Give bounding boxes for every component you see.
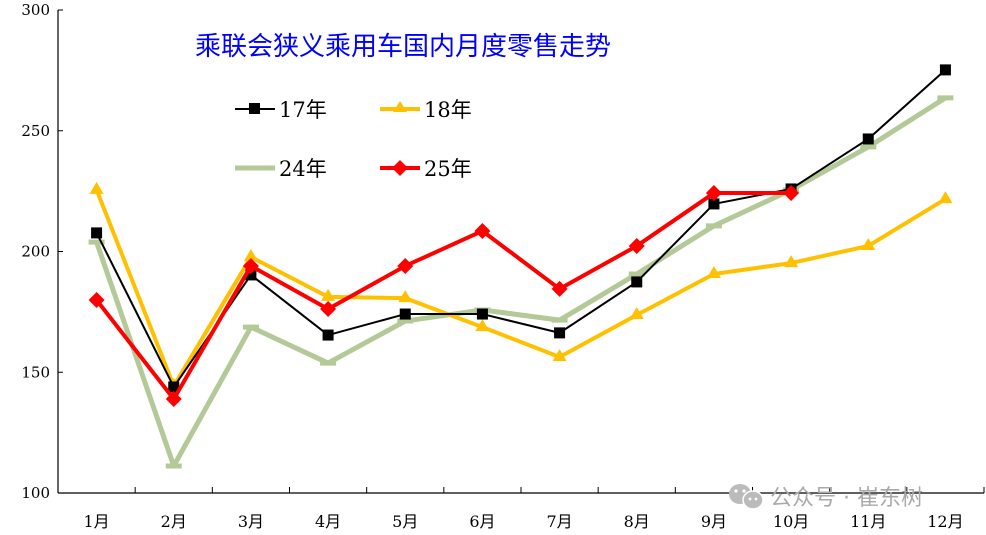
legend: 17年 18年 24年 25年 — [235, 98, 472, 181]
diamond-marker-icon — [165, 391, 182, 408]
legend-item-17: 17年 — [235, 98, 327, 122]
y-tick-label: 300 — [21, 1, 50, 19]
x-tick-label: 3月 — [238, 512, 264, 531]
legend-label: 18年 — [424, 98, 472, 122]
legend-label: 25年 — [424, 157, 472, 181]
diamond-marker-icon — [474, 222, 491, 239]
triangle-marker-icon — [89, 181, 104, 194]
wechat-icon — [729, 484, 764, 510]
x-tick-label: 6月 — [469, 512, 495, 531]
triangle-marker-icon — [938, 191, 953, 204]
square-marker-icon — [245, 269, 257, 281]
square-marker-icon — [476, 308, 488, 320]
x-axis-ticks: 1月 2月 3月 4月 5月 6月 7月 8月 9月 10月 11月 12月 — [83, 487, 985, 531]
series-17年 — [91, 64, 951, 393]
x-tick-label: 5月 — [392, 512, 418, 531]
series-25年 — [88, 185, 800, 408]
diamond-marker-icon — [392, 160, 408, 176]
square-marker-icon — [168, 381, 180, 393]
x-tick-label: 12月 — [927, 512, 963, 531]
triangle-marker-icon — [706, 265, 721, 278]
square-marker-icon — [862, 133, 874, 145]
triangle-marker-icon — [243, 249, 258, 262]
legend-label: 24年 — [279, 157, 327, 181]
y-tick-label: 100 — [21, 484, 50, 502]
triangle-marker-icon — [475, 319, 490, 332]
square-marker-icon — [631, 276, 643, 288]
x-tick-label: 8月 — [624, 512, 650, 531]
diamond-marker-icon — [551, 280, 568, 297]
square-marker-icon — [322, 329, 334, 341]
watermark: 公众号 · 崔东树 — [729, 484, 923, 511]
diamond-marker-icon — [397, 257, 414, 274]
diamond-marker-icon — [88, 292, 105, 309]
square-marker-icon — [399, 308, 411, 320]
legend-item-25: 25年 — [380, 157, 472, 181]
triangle-marker-icon — [861, 237, 876, 250]
square-marker-icon — [91, 227, 103, 239]
y-tick-label: 250 — [21, 122, 50, 140]
diamond-marker-icon — [628, 237, 645, 254]
x-tick-label: 7月 — [546, 512, 572, 531]
diamond-marker-icon — [705, 185, 722, 202]
triangle-marker-icon — [321, 288, 336, 301]
y-axis-ticks: 100 150 200 250 300 — [21, 1, 63, 502]
x-tick-label: 1月 — [83, 512, 109, 531]
x-tick-label: 9月 — [701, 512, 727, 531]
watermark-text: 公众号 · 崔东树 — [770, 486, 923, 511]
triangle-marker-icon — [398, 290, 413, 303]
series-lines — [88, 64, 954, 469]
square-marker-icon — [249, 103, 260, 114]
square-marker-icon — [708, 198, 720, 210]
diamond-marker-icon — [320, 300, 337, 317]
triangle-marker-icon — [629, 307, 644, 320]
x-tick-label: 10月 — [773, 512, 809, 531]
square-marker-icon — [554, 327, 566, 339]
y-tick-label: 200 — [21, 243, 50, 261]
series-18年 — [89, 181, 953, 391]
series-24年 — [88, 95, 954, 469]
legend-item-24: 24年 — [235, 157, 327, 181]
legend-label: 17年 — [279, 98, 327, 122]
diamond-marker-icon — [783, 185, 800, 202]
square-marker-icon — [939, 64, 951, 76]
x-tick-label: 4月 — [315, 512, 341, 531]
x-tick-label: 11月 — [850, 512, 886, 531]
y-tick-label: 150 — [21, 363, 50, 381]
x-tick-label: 2月 — [161, 512, 187, 531]
triangle-marker-icon — [393, 101, 407, 112]
triangle-marker-icon — [784, 255, 799, 268]
legend-item-18: 18年 — [380, 98, 472, 122]
chart-title: 乘联会狭义乘用车国内月度零售走势 — [195, 32, 611, 62]
diamond-marker-icon — [242, 257, 259, 274]
triangle-marker-icon — [552, 349, 567, 362]
